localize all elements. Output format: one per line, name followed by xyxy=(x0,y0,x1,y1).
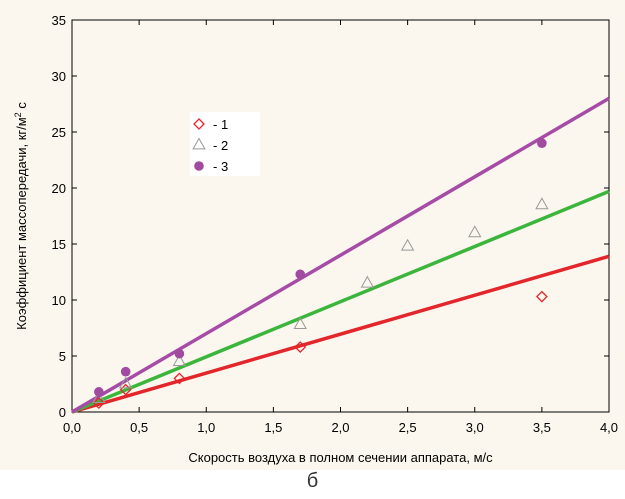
data-point-series-2 xyxy=(92,391,106,403)
legend-marker-series-3 xyxy=(194,161,204,171)
data-point-series-1 xyxy=(294,341,307,353)
y-tick-label: 0 xyxy=(59,405,66,420)
fit-line-series-1 xyxy=(71,254,610,414)
fit-line-series-3 xyxy=(71,96,610,414)
data-point-series-3 xyxy=(120,366,131,377)
x-tick-label: 3,0 xyxy=(466,420,484,435)
y-axis-title-suffix: с xyxy=(14,102,29,113)
x-tick-label: 0,5 xyxy=(130,420,148,435)
fit-line-series-2 xyxy=(71,189,610,414)
legend-label-series-2: - 2 xyxy=(213,138,228,153)
data-point-series-2 xyxy=(172,354,187,366)
y-tick-label: 5 xyxy=(59,349,66,364)
legend-marker-series-1 xyxy=(193,118,205,130)
y-tick-label: 35 xyxy=(52,13,66,28)
data-markers xyxy=(92,138,549,409)
y-tick-label: 10 xyxy=(52,293,66,308)
data-point-series-2 xyxy=(118,376,133,389)
figure-caption: б xyxy=(306,470,319,492)
legend-label-series-3: - 3 xyxy=(213,159,228,174)
x-tick-label: 3,5 xyxy=(533,420,551,435)
data-point-series-3 xyxy=(174,348,185,359)
data-point-series-2 xyxy=(293,317,307,330)
y-tick-label: 15 xyxy=(52,237,66,252)
fit-lines xyxy=(71,96,610,414)
chart: 0,0 0,5 1,0 1,5 2,0 2,5 3,0 3,5 4,0 0 5 10 15 20 25 30… xyxy=(13,13,618,465)
data-point-series-3 xyxy=(537,138,547,148)
data-point-series-2 xyxy=(535,197,549,210)
data-point-series-1 xyxy=(535,290,548,303)
x-tick-label: 1,5 xyxy=(264,420,282,435)
data-point-series-2 xyxy=(468,225,482,238)
x-tick-label: 2,0 xyxy=(331,420,349,435)
plot-frame xyxy=(71,19,610,413)
data-point-series-3 xyxy=(295,269,306,280)
data-point-series-2 xyxy=(400,238,415,251)
x-tick-label: 0,0 xyxy=(63,420,81,435)
x-tick-label: 4,0 xyxy=(600,420,618,435)
y-tick-label: 25 xyxy=(52,125,66,140)
data-point-series-3 xyxy=(94,387,104,397)
y-axis-title: Коэффициент массопередачи, кг/м2 с xyxy=(13,102,29,330)
y-axis-title-superscript: 2 xyxy=(13,112,23,117)
data-point-series-2 xyxy=(360,275,375,288)
x-axis: 0,0 0,5 1,0 1,5 2,0 2,5 3,0 3,5 4,0 xyxy=(63,20,618,435)
x-axis-title: Скорость воздуха в полном сечении аппара… xyxy=(188,450,493,465)
legend: - 1 - 2 - 3 xyxy=(190,112,260,176)
data-point-series-1 xyxy=(173,372,186,385)
data-point-series-1 xyxy=(92,397,105,409)
x-tick-label: 2,5 xyxy=(399,420,417,435)
y-tick-label: 20 xyxy=(52,181,66,196)
x-tick-label: 1,0 xyxy=(197,420,215,435)
legend-label-series-1: - 1 xyxy=(213,117,228,132)
y-axis: 0 5 10 15 20 25 30 35 xyxy=(52,13,609,420)
y-tick-label: 30 xyxy=(52,69,66,84)
legend-marker-series-2 xyxy=(192,137,206,150)
